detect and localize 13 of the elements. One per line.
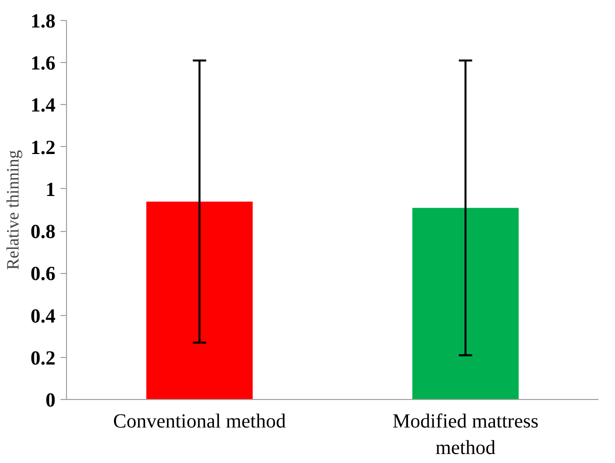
y-axis-title: Relative thinning	[4, 150, 22, 270]
y-tick-label: 1.2	[30, 136, 56, 159]
y-tick-label: 1	[46, 178, 56, 201]
y-tick-label: 0.2	[30, 347, 56, 370]
x-tick-label: Modified mattress method	[392, 410, 539, 459]
y-tick-label: 0	[46, 390, 56, 412]
y-tick-label: 0.8	[30, 221, 56, 244]
y-tick-label: 0.6	[30, 263, 56, 286]
x-tick-label: Conventional method	[113, 410, 286, 432]
y-tick-label: 1.8	[30, 10, 56, 32]
y-tick-label: 0.4	[30, 305, 56, 328]
y-tick-label: 1.6	[30, 52, 56, 75]
y-tick-label: 1.4	[30, 94, 56, 117]
